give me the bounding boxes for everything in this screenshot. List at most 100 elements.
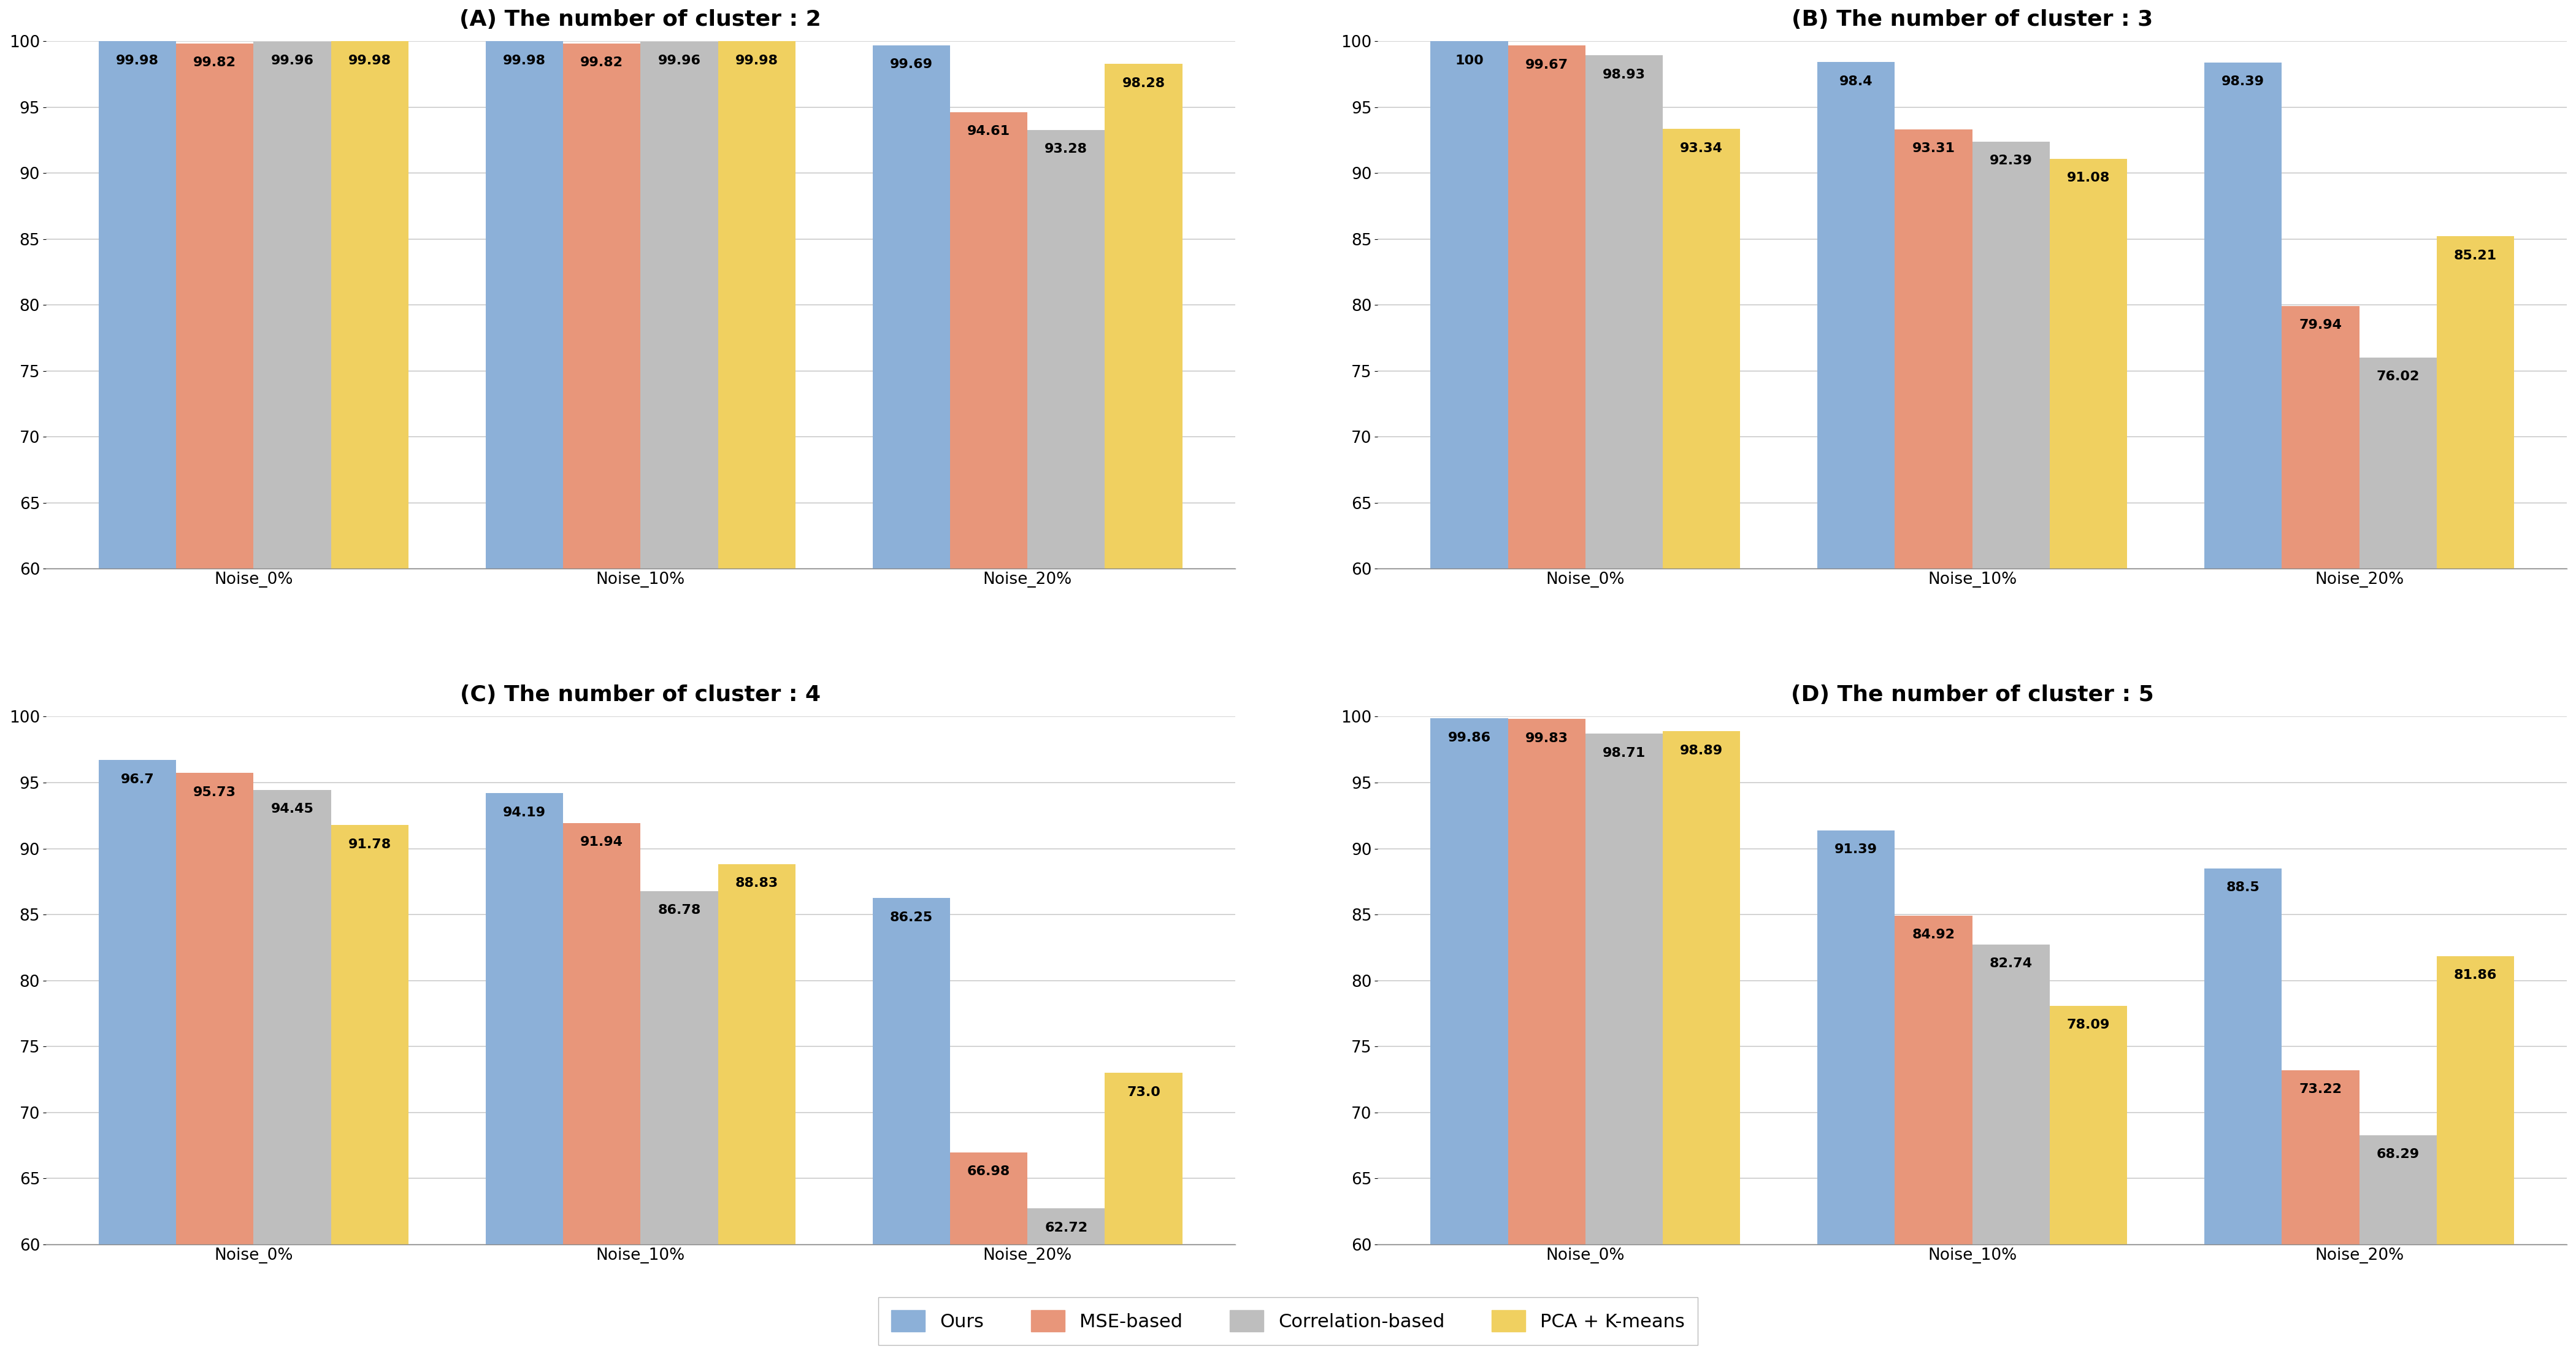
Bar	[2282, 1070, 2360, 1244]
Text: 62.72: 62.72	[1046, 1222, 1087, 1234]
Text: 95.73: 95.73	[193, 787, 237, 799]
Text: 99.86: 99.86	[1448, 732, 1492, 744]
Bar	[1819, 63, 1896, 569]
Text: 76.02: 76.02	[2375, 370, 2419, 382]
Text: 99.83: 99.83	[1525, 732, 1569, 744]
Text: 98.28: 98.28	[1123, 78, 1164, 90]
Text: 94.19: 94.19	[502, 807, 546, 819]
Bar	[1430, 719, 1507, 1244]
Title: (A) The number of cluster : 2: (A) The number of cluster : 2	[459, 10, 822, 30]
Bar	[330, 41, 410, 569]
Text: 92.39: 92.39	[1989, 155, 2032, 167]
Text: 99.98: 99.98	[734, 54, 778, 67]
Bar	[487, 41, 564, 569]
Bar	[252, 42, 330, 569]
Bar	[1507, 719, 1584, 1244]
Text: 98.39: 98.39	[2221, 75, 2264, 88]
Text: 94.61: 94.61	[966, 125, 1010, 137]
Bar	[719, 864, 796, 1244]
Text: 88.83: 88.83	[734, 878, 778, 890]
Title: (D) The number of cluster : 5: (D) The number of cluster : 5	[1790, 685, 2154, 705]
Legend: Ours, MSE-based, Correlation-based, PCA + K-means: Ours, MSE-based, Correlation-based, PCA …	[878, 1297, 1698, 1345]
Bar	[2282, 306, 2360, 569]
Text: 93.31: 93.31	[1911, 143, 1955, 155]
Bar	[2050, 1006, 2128, 1244]
Bar	[330, 825, 410, 1244]
Bar	[175, 773, 252, 1244]
Text: 99.96: 99.96	[657, 54, 701, 67]
Bar	[2360, 1135, 2437, 1244]
Text: 85.21: 85.21	[2455, 249, 2496, 261]
Bar	[98, 761, 175, 1244]
Text: 91.94: 91.94	[580, 836, 623, 848]
Text: 93.34: 93.34	[1680, 142, 1723, 154]
Text: 66.98: 66.98	[966, 1165, 1010, 1177]
Text: 82.74: 82.74	[1989, 958, 2032, 970]
Text: 81.86: 81.86	[2455, 969, 2496, 981]
Text: 73.22: 73.22	[2298, 1083, 2342, 1096]
Bar	[1430, 41, 1507, 569]
Bar	[873, 45, 951, 569]
Bar	[1973, 945, 2050, 1244]
Bar	[2205, 63, 2282, 569]
Text: 91.39: 91.39	[1834, 844, 1878, 856]
Bar	[487, 793, 564, 1244]
Text: 98.93: 98.93	[1602, 68, 1646, 80]
Bar	[1662, 129, 1739, 569]
Text: 91.78: 91.78	[348, 838, 392, 851]
Text: 99.98: 99.98	[502, 54, 546, 67]
Title: (C) The number of cluster : 4: (C) The number of cluster : 4	[461, 685, 822, 705]
Bar	[1662, 731, 1739, 1244]
Bar	[2050, 159, 2128, 569]
Text: 68.29: 68.29	[2378, 1149, 2419, 1161]
Bar	[2360, 358, 2437, 569]
Text: 98.4: 98.4	[1839, 75, 1873, 87]
Text: 93.28: 93.28	[1046, 143, 1087, 155]
Bar	[2205, 868, 2282, 1244]
Text: 94.45: 94.45	[270, 803, 314, 815]
Text: 88.5: 88.5	[2226, 882, 2259, 894]
Bar	[641, 42, 719, 569]
Bar	[1896, 916, 1973, 1244]
Text: 100: 100	[1455, 54, 1484, 67]
Bar	[252, 789, 330, 1244]
Bar	[719, 41, 796, 569]
Text: 79.94: 79.94	[2298, 318, 2342, 331]
Text: 86.78: 86.78	[657, 904, 701, 916]
Text: 99.82: 99.82	[580, 57, 623, 69]
Bar	[1028, 1209, 1105, 1244]
Bar	[2437, 955, 2514, 1244]
Text: 99.98: 99.98	[348, 54, 392, 67]
Text: 91.08: 91.08	[2066, 171, 2110, 184]
Text: 73.0: 73.0	[1126, 1086, 1159, 1098]
Text: 98.89: 98.89	[1680, 744, 1723, 757]
Bar	[641, 891, 719, 1244]
Bar	[1028, 129, 1105, 569]
Text: 98.71: 98.71	[1602, 747, 1646, 759]
Text: 99.69: 99.69	[889, 59, 933, 71]
Text: 96.7: 96.7	[121, 773, 155, 785]
Bar	[951, 112, 1028, 569]
Text: 84.92: 84.92	[1911, 928, 1955, 940]
Text: 86.25: 86.25	[889, 912, 933, 924]
Bar	[1896, 129, 1973, 569]
Bar	[98, 41, 175, 569]
Bar	[1105, 1072, 1182, 1244]
Bar	[951, 1153, 1028, 1244]
Bar	[2437, 237, 2514, 569]
Text: 99.96: 99.96	[270, 54, 314, 67]
Text: 99.82: 99.82	[193, 57, 237, 69]
Text: 99.98: 99.98	[116, 54, 160, 67]
Bar	[564, 44, 641, 569]
Bar	[1584, 734, 1662, 1244]
Bar	[1507, 45, 1584, 569]
Text: 78.09: 78.09	[2066, 1019, 2110, 1032]
Bar	[1819, 830, 1896, 1244]
Text: 99.67: 99.67	[1525, 59, 1569, 71]
Bar	[1105, 64, 1182, 569]
Title: (B) The number of cluster : 3: (B) The number of cluster : 3	[1790, 10, 2154, 30]
Bar	[564, 823, 641, 1244]
Bar	[175, 44, 252, 569]
Bar	[1973, 142, 2050, 569]
Bar	[1584, 56, 1662, 569]
